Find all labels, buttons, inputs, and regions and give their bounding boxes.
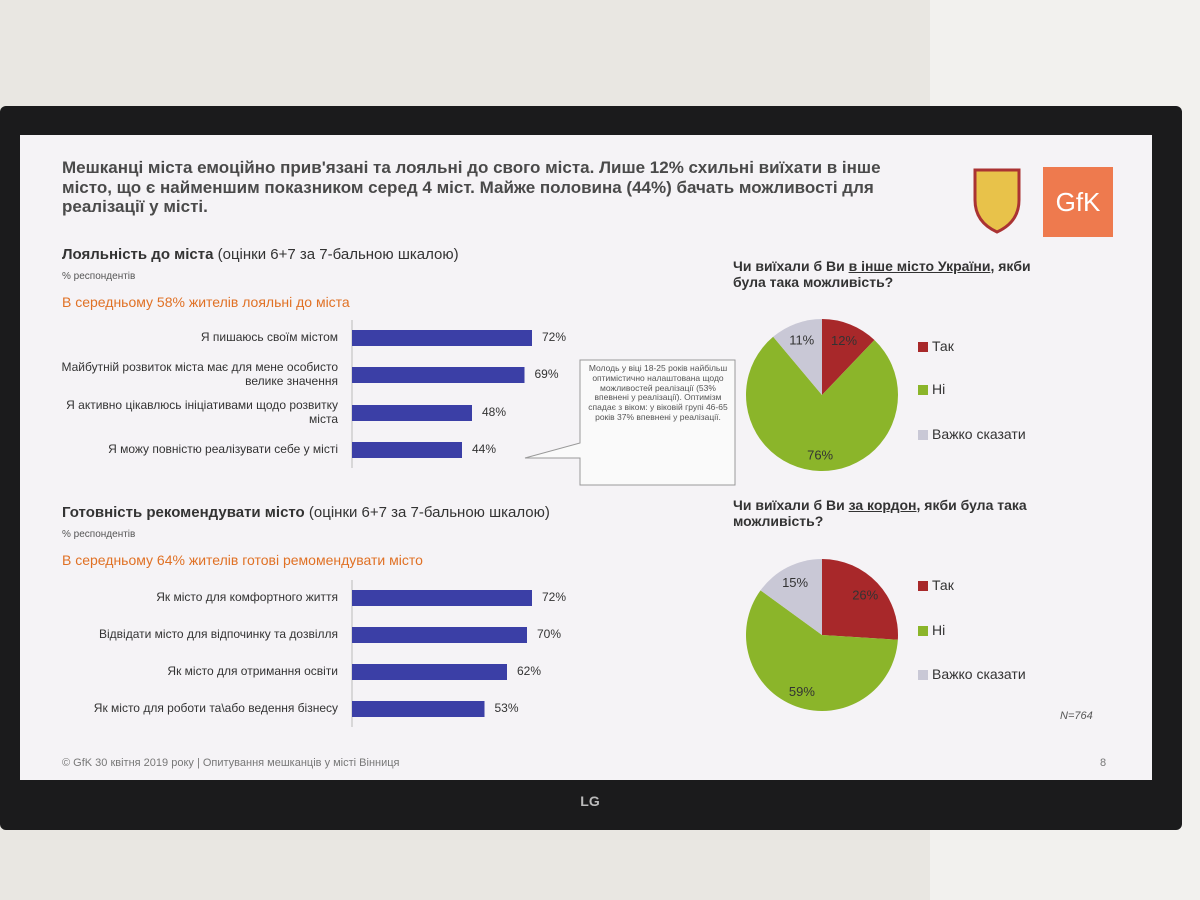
bar [352, 442, 462, 458]
gfk-logo-box [1043, 167, 1113, 237]
slice-label: 59% [789, 684, 815, 699]
value-label: 53% [494, 701, 519, 715]
bar [352, 330, 532, 346]
pie-slice [822, 319, 875, 395]
pie-title-start: Чи виїхали б Ви [733, 258, 849, 274]
pie-title-end: , якби була така можливість? [733, 497, 1027, 530]
legend-label: Так [932, 338, 954, 354]
sample-note: N=764 [1060, 710, 1093, 722]
value-label: 48% [482, 405, 507, 419]
coat-of-arms [973, 168, 1021, 234]
value-label: 72% [542, 330, 567, 344]
category-label: Відвідати місто для відпочинку та дозвіл… [99, 627, 338, 641]
value-label: 72% [542, 590, 567, 604]
legend-label: Важко сказати [932, 426, 1026, 442]
slide-title: Мешканці міста емоційно прив'язані та ло… [62, 158, 881, 217]
page-number: 8 [1100, 757, 1107, 769]
slice-label: 76% [807, 447, 833, 462]
chart-title-note: (оцінки 6+7 за 7-бальною шкалою) [217, 246, 459, 263]
bar [352, 701, 485, 717]
callout-box [524, 359, 736, 486]
bar [352, 664, 507, 680]
chart-subtitle: В середньому 64% жителів готові ремоменд… [62, 552, 423, 568]
legend-swatch [918, 342, 928, 352]
chart-title-main: Лояльність до міста [62, 246, 214, 263]
category-label: Як місто для отримання освіти [167, 664, 338, 678]
legend-swatch [918, 385, 928, 395]
legend-swatch [918, 670, 928, 680]
unit-label: % респондентів [62, 529, 136, 540]
footer-source: © GfK 30 квітня 2019 року | Опитування м… [62, 757, 400, 769]
chart-title: Готовність рекомендувати місто (оцінки 6… [62, 504, 550, 521]
chart-title-note: (оцінки 6+7 за 7-бальною шкалою) [308, 504, 550, 521]
category-label: Майбутній розвиток міста має для мене ос… [61, 360, 338, 388]
chart-title: Лояльність до міста (оцінки 6+7 за 7-бал… [62, 246, 459, 263]
bar [352, 590, 532, 606]
pie-title-start: Чи виїхали б Ви [733, 497, 849, 513]
value-label: 62% [517, 664, 542, 678]
category-label: Я можу повністю реалізувати себе у місті [108, 442, 338, 456]
slice-label: 12% [831, 333, 857, 348]
pie-title-underlined: за кордон [848, 497, 917, 513]
pie-slice [745, 590, 898, 712]
pie-slice [822, 559, 898, 640]
slice-label: 11% [789, 332, 814, 347]
logo-text: GfK [1055, 187, 1101, 217]
bar [352, 627, 527, 643]
legend-label: Так [932, 577, 954, 593]
chart-title-main: Готовність рекомендувати місто [62, 504, 305, 521]
chart-subtitle: В середньому 58% жителів лояльні до міст… [62, 294, 350, 310]
bar [352, 367, 525, 383]
value-label: 44% [472, 442, 497, 456]
pie-title: Чи виїхали б Ви за кордон, якби була так… [733, 497, 1053, 529]
pie-title: Чи виїхали б Ви в інше місто України, як… [733, 258, 1053, 290]
legend-swatch [918, 626, 928, 636]
category-label: Як місто для роботи та\або ведення бізне… [93, 701, 338, 715]
pie-title-end: , якби була така можливість? [733, 258, 1031, 291]
pie-title-underlined: в інше місто України [848, 258, 991, 274]
callout-text: Молодь у віці 18-25 років найбільш оптим… [588, 363, 728, 422]
category-label: Я пишаюсь своїм містом [200, 330, 338, 344]
unit-label: % респондентів [62, 271, 136, 282]
category-label: Як місто для комфортного життя [156, 590, 338, 604]
legend-label: Ні [932, 381, 946, 397]
value-label: 70% [537, 627, 562, 641]
legend-label: Важко сказати [932, 666, 1026, 682]
value-label: 69% [534, 367, 559, 381]
legend-label: Ні [932, 622, 946, 638]
pie-slice [746, 336, 899, 472]
pie-slice [773, 319, 822, 395]
legend-swatch [918, 430, 928, 440]
brand: LG [580, 793, 600, 809]
pie-slice [760, 559, 822, 635]
bar [352, 405, 472, 421]
legend-swatch [918, 581, 928, 591]
slice-label: 26% [852, 587, 878, 602]
slice-label: 15% [782, 575, 808, 590]
category-label: Я активно цікавлюсь ініціативами щодо ро… [66, 398, 338, 426]
